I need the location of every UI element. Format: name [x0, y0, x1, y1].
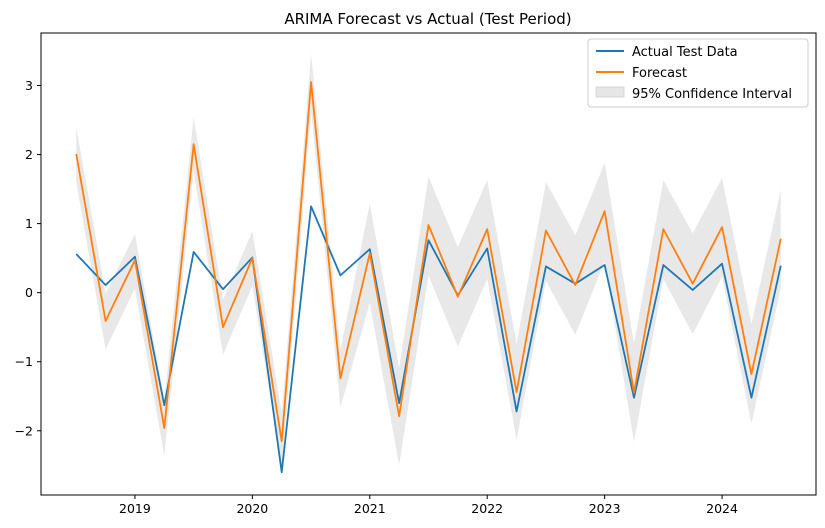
- x-tick-label: 2024: [706, 501, 738, 516]
- legend-label-forecast: Forecast: [632, 66, 687, 81]
- axis-ticks: 2019 2020 2021 2022 2023 2024 −2 −1 0 1 2 3: [15, 78, 738, 516]
- axes-frame: [40, 32, 817, 496]
- y-tick-label: 0: [25, 285, 33, 300]
- x-tick-label: 2022: [471, 501, 503, 516]
- y-tick-label: −1: [15, 354, 33, 369]
- plot-area: [75, 53, 782, 474]
- legend-label-interval: 95% Confidence Interval: [632, 87, 792, 102]
- confidence-band: [76, 53, 781, 469]
- legend-label-actual: Actual Test Data: [632, 45, 738, 60]
- x-tick-label: 2019: [119, 501, 151, 516]
- y-tick-label: 1: [25, 216, 33, 231]
- legend-box: [587, 38, 809, 108]
- x-tick-label: 2023: [589, 501, 621, 516]
- series-line-actual: [75, 205, 782, 474]
- x-tick-label: 2020: [236, 501, 268, 516]
- legend: Actual Test Data Forecast 95% Confidence…: [587, 38, 809, 108]
- y-tick-label: −2: [15, 423, 33, 438]
- x-tick-label: 2021: [354, 501, 386, 516]
- y-tick-label: 2: [25, 147, 33, 162]
- legend-swatch-interval: [595, 86, 625, 98]
- series-line-forecast: [75, 81, 782, 443]
- chart-title: ARIMA Forecast vs Actual (Test Period): [284, 10, 571, 28]
- y-tick-label: 3: [25, 78, 33, 93]
